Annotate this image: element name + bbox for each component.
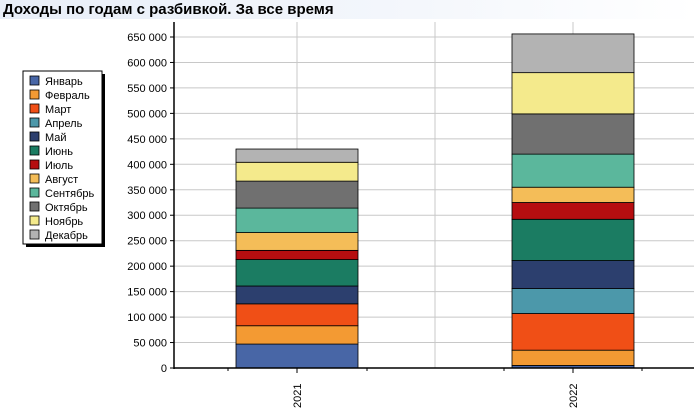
bar-segment [235,207,359,233]
bar-segment [511,202,635,220]
bar-segment [511,33,635,74]
y-tick-label: 150 000 [127,287,167,299]
bars-layer [235,33,635,369]
bar-segment [235,161,359,182]
bar-segment [511,349,635,366]
legend: Январь Февраль Март Апрель Май Июнь Июль Август… [22,70,105,247]
bar-segment [511,313,635,351]
y-tick-label: 500 000 [127,108,167,120]
legend-swatch [29,117,40,128]
legend-label: Май [45,132,67,144]
y-tick-label: 650 000 [127,32,167,44]
y-tick-label: 50 000 [133,338,167,350]
bar-segment [235,303,359,327]
bar-segment [235,285,359,305]
legend-label: Февраль [45,90,90,102]
y-tick-label: 600 000 [127,57,167,69]
y-tick-label: 450 000 [127,134,167,146]
bar-segment [511,113,635,155]
legend-label: Январь [45,76,83,88]
y-tick-label: 400 000 [127,159,167,171]
y-tick-label: 200 000 [127,261,167,273]
legend-label: Июнь [45,146,73,158]
legend-swatch [29,187,40,198]
legend-label: Апрель [45,118,83,130]
bar-segment [511,153,635,188]
legend-swatch [29,89,40,100]
bar-segment [235,249,359,260]
legend-swatch [29,201,40,212]
y-tick-label: 300 000 [127,210,167,222]
legend-label: Ноябрь [45,216,83,228]
bar-segment [235,232,359,251]
legend-label: Сентябрь [45,188,95,200]
bar-segment [511,260,635,289]
x-tick-label: 2022 [568,384,580,408]
bar-segment [511,186,635,203]
legend-swatch [29,173,40,184]
y-tick-label: 250 000 [127,236,167,248]
bar-segment [235,148,359,163]
bar-segment [235,343,359,369]
y-tick-label: 350 000 [127,185,167,197]
legend-swatch [29,75,40,86]
page-title: Доходы по годам с разбивкой. За все врем… [3,1,334,18]
legend-label: Март [45,104,71,116]
legend-swatch [29,215,40,226]
legend-swatch [29,103,40,114]
legend-label: Октябрь [45,202,88,214]
bar-segment [511,288,635,314]
y-tick-label: 550 000 [127,83,167,95]
axes-layer: 0 50 000 100 000 150 000 200 000 250 000 300 0… [127,22,694,408]
x-tick-label: 2021 [292,384,304,408]
legend-swatch [29,229,40,240]
title-bar: Доходы по годам с разбивкой. За все врем… [0,0,696,19]
y-tick-label: 0 [161,363,167,375]
bar-segment [235,259,359,287]
legend-swatch [29,145,40,156]
bar-segment [235,180,359,209]
bar-segment [511,72,635,115]
legend-box [22,70,103,245]
legend-label: Июль [45,160,73,172]
legend-swatch [29,131,40,142]
legend-swatch [29,159,40,170]
legend-label: Декабрь [45,230,88,242]
y-tick-label: 100 000 [127,312,167,324]
legend-label: Август [45,174,78,186]
bar-segment [235,325,359,345]
bar-segment [511,218,635,261]
